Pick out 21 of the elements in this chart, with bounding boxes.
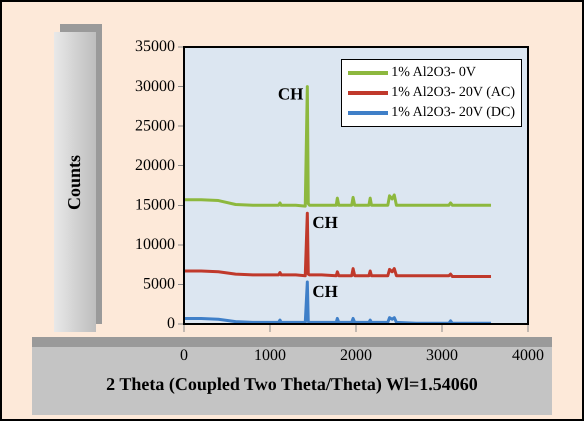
- y-tick-label: 10000: [135, 236, 175, 254]
- y-tick-label: 35000: [135, 38, 175, 56]
- legend-label: 1% Al2O3- 20V (AC): [391, 84, 515, 102]
- y-tick-label: 30000: [135, 78, 175, 95]
- y-tick-label: 20000: [135, 156, 175, 174]
- x-axis-title: 2 Theta (Coupled Two Theta/Theta) Wl=1.54060: [105, 374, 479, 395]
- y-axis-title: Counts: [64, 154, 86, 210]
- x-tick-label: 4000: [512, 346, 544, 364]
- y-tick-label: 25000: [135, 117, 175, 134]
- x-tick-label: 2000: [340, 346, 372, 364]
- y-tick-label: 5000: [143, 276, 175, 293]
- annotation: CH: [278, 84, 304, 104]
- y-tick-label: 15000: [135, 196, 175, 214]
- x-tick-label: 3000: [426, 346, 458, 364]
- annotation: CH: [312, 282, 338, 301]
- x-tick-label: 1000: [254, 346, 286, 364]
- x-tick-label: 0: [180, 346, 188, 364]
- y-tick-label: 0: [167, 315, 175, 332]
- annotation: CH: [312, 213, 338, 232]
- legend-label: 1% Al2O3- 0V: [391, 64, 476, 82]
- legend-label: 1% Al2O3- 20V (DC): [391, 104, 515, 122]
